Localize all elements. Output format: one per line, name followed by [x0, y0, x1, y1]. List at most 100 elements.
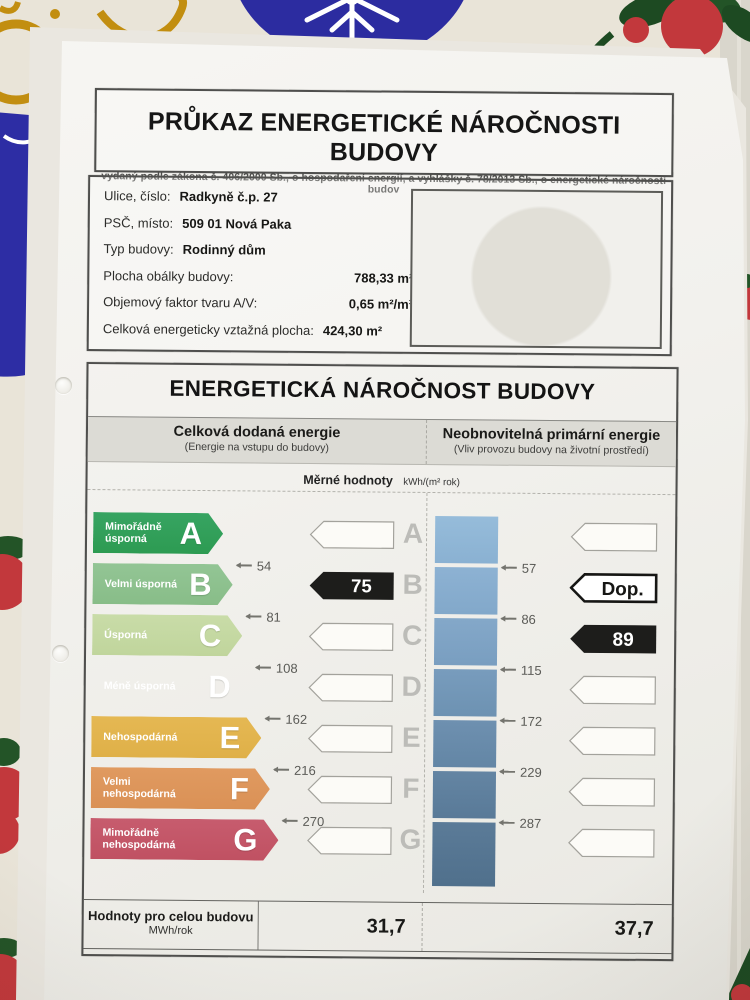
value-arrow-empty [568, 725, 656, 757]
info-label: Typ budovy: [103, 241, 174, 257]
band-letter: D [208, 668, 231, 704]
band-B: Velmi úsporná B [92, 563, 232, 605]
svg-text:89: 89 [613, 630, 634, 651]
stamp-area [409, 188, 664, 350]
band-D: Méně úsporná D [92, 665, 252, 707]
info-label: Objemový faktor tvaru A/V: [103, 294, 258, 311]
scale-letter: C [401, 619, 423, 651]
threshold-right: 115 [500, 662, 542, 677]
title-block: PRŮKAZ ENERGETICKÉ NÁROČNOSTI BUDOVY vyd… [94, 88, 674, 196]
value-arrow-empty [306, 825, 392, 857]
band-label: Mimořádně nehospodárná [102, 826, 176, 852]
info-row-reference-area: Celková energeticky vztažná plocha: 424,… [103, 321, 415, 350]
band-label: Méně úsporná [103, 679, 176, 693]
blue-bar-segment [433, 618, 498, 666]
scale-letter: F [402, 772, 420, 804]
band-letter: C [198, 617, 222, 653]
band-letter: G [233, 821, 258, 858]
scale-letter: B [402, 568, 423, 600]
info-row-shape-factor: Objemový faktor tvaru A/V: 0,65 m²/m³ [103, 294, 415, 323]
threshold-right: 86 [501, 611, 536, 626]
building-info-rows: Ulice, číslo: Radkyně č.p. 27 PSČ, místo… [103, 188, 416, 350]
column-header-primary-energy: Neobnovitelná primární energie (Vliv pro… [427, 420, 676, 466]
recommended-arrow: Dop. [569, 572, 658, 604]
value-arrow-empty [307, 723, 393, 755]
blue-bar-segment [432, 822, 496, 887]
svg-text:75: 75 [351, 575, 372, 596]
total-delivered-energy: 31,7 [258, 901, 423, 951]
stamp-watermark [411, 190, 662, 347]
band-letter: E [219, 719, 241, 755]
band-E: Nehospodárná E [91, 716, 261, 758]
column-headers: Celková dodaná energie (Energie na vstup… [87, 416, 677, 468]
scale-letter: E [401, 721, 421, 753]
threshold-left: 162 [265, 711, 307, 726]
document-title: PRŮKAZ ENERGETICKÉ NÁROČNOSTI BUDOVY [147, 107, 621, 168]
value-arrow-primary-energy: 89 [569, 623, 657, 655]
value-arrow-empty [309, 519, 395, 551]
info-label: Ulice, číslo: [103, 188, 171, 204]
value-arrow-empty [307, 774, 393, 806]
units-value: kWh/(m² rok) [403, 476, 460, 489]
column-header-delivered-energy: Celková dodaná energie (Energie na vstup… [87, 417, 428, 464]
blue-bar-segment [432, 771, 497, 819]
building-totals-row: Hodnoty pro celou budovu MWh/rok 31,7 37… [83, 898, 672, 955]
totals-label: Hodnoty pro celou budovu [87, 908, 254, 925]
value-arrow-empty [568, 776, 656, 808]
total-primary-energy: 37,7 [614, 917, 654, 940]
threshold-right: 57 [501, 560, 536, 575]
value-arrow-empty [570, 521, 658, 553]
blue-bar-segment [434, 567, 498, 615]
scale-letter: A [402, 517, 424, 549]
totals-unit: MWh/rok [148, 924, 193, 937]
info-label: PSČ, místo: [103, 214, 174, 231]
info-value: 0,65 m²/m³ [348, 296, 414, 312]
punch-hole [52, 645, 69, 662]
energy-scale: Mimořádně úsporná A Velmi úsporná B Úspo… [84, 490, 675, 895]
band-label: Nehospodárná [103, 730, 178, 744]
info-label: Plocha obálky budovy: [103, 267, 234, 284]
punch-hole [55, 377, 72, 394]
value-arrow-empty [308, 621, 394, 653]
blue-bar-segment [434, 516, 499, 564]
threshold-left: 108 [255, 660, 298, 675]
info-value: Radkyně č.p. 27 [179, 188, 278, 205]
info-row-street: Ulice, číslo: Radkyně č.p. 27 [104, 188, 416, 217]
column-title: Celková dodaná energie [173, 423, 341, 442]
info-value: 509 01 Nová Paka [182, 215, 292, 232]
band-label: Úsporná [104, 628, 148, 641]
info-row-building-type: Typ budovy: Rodinný dům [103, 241, 415, 270]
info-value: Rodinný dům [182, 241, 266, 258]
band-G: Mimořádně nehospodárná G [90, 818, 278, 861]
band-label: Velmi nehospodárná [102, 775, 176, 801]
threshold-right: 287 [499, 815, 541, 830]
value-arrow-empty [569, 674, 657, 706]
threshold-right: 172 [500, 713, 542, 728]
units-label: Měrné hodnoty [303, 472, 393, 488]
threshold-left: 54 [236, 558, 271, 573]
band-letter: B [189, 566, 212, 602]
column-title: Neobnovitelná primární energie [442, 426, 661, 445]
threshold-right: 229 [500, 764, 542, 779]
band-F: Velmi nehospodárná F [91, 767, 270, 810]
band-A: Mimořádně úsporná A [93, 512, 223, 554]
energy-rating-section: ENERGETICKÁ NÁROČNOST BUDOVY Celková dod… [81, 361, 679, 962]
info-value: 788,33 m² [354, 269, 414, 286]
info-label: Celková energeticky vztažná plocha: [102, 320, 314, 338]
section-title: ENERGETICKÁ NÁROČNOST BUDOVY [169, 375, 596, 405]
building-info-section: Ulice, číslo: Radkyně č.p. 27 PSČ, místo… [86, 175, 674, 357]
band-letter: A [179, 515, 203, 551]
blue-bar-segment [433, 669, 497, 717]
value-arrow-empty [308, 672, 394, 704]
certificate-document: PRŮKAZ ENERGETICKÉ NÁROČNOSTI BUDOVY vyd… [81, 85, 682, 962]
info-row-city: PSČ, místo: 509 01 Nová Paka [104, 215, 416, 244]
column-subtitle: (Vliv provozu budovy na životní prostřed… [453, 443, 649, 457]
info-row-envelope-area: Plocha obálky budovy: 788,33 m² [103, 268, 415, 297]
info-value: 424,30 m² [322, 322, 383, 339]
column-subtitle: (Energie na vstupu do budovy) [184, 440, 330, 455]
totals-label-cell: Hodnoty pro celou budovu MWh/rok [83, 899, 259, 950]
value-arrow-empty [567, 827, 655, 859]
threshold-left: 81 [246, 609, 281, 624]
svg-text:Dop.: Dop. [601, 579, 643, 600]
